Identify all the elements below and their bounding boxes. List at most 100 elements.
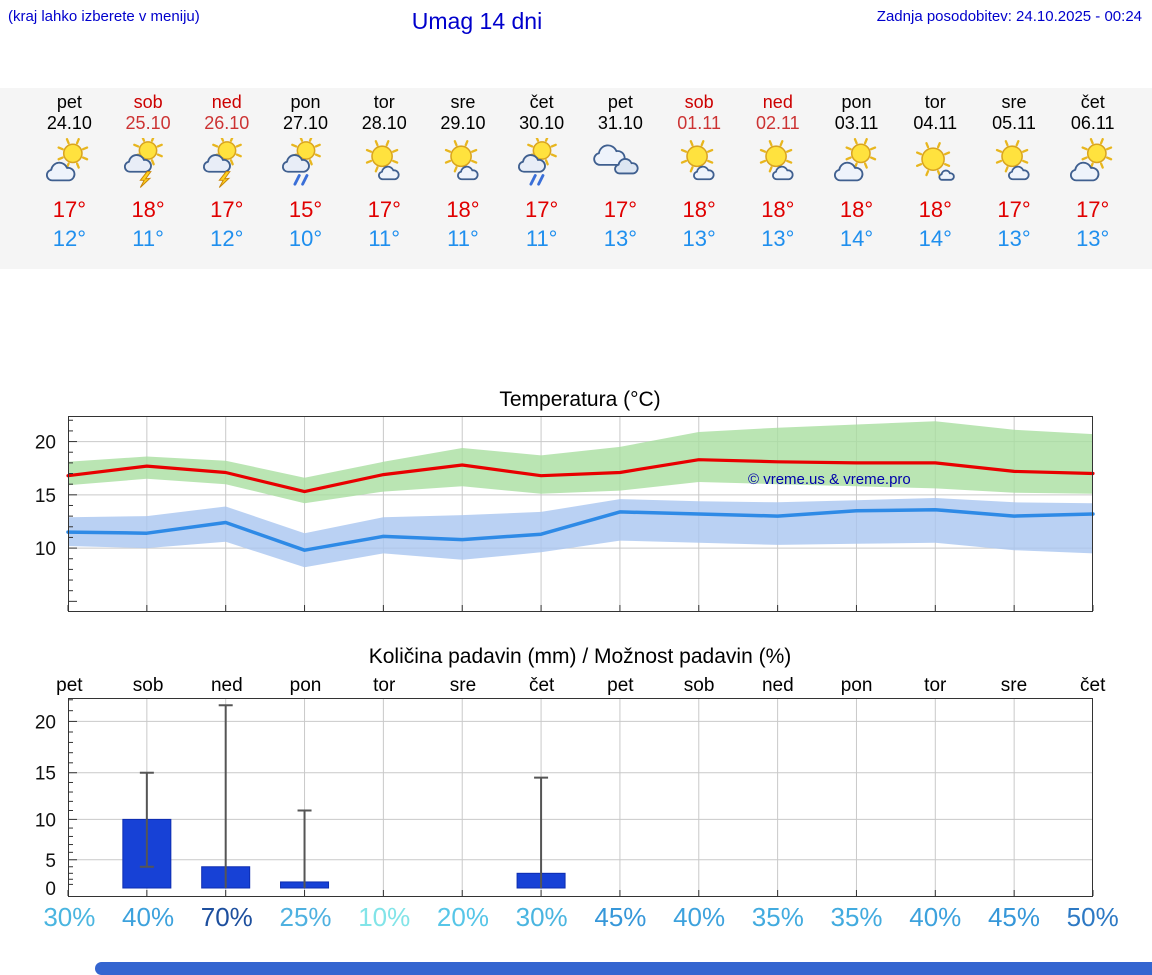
sun-cloud-icon [1062,138,1124,188]
day-name: sob [133,92,163,112]
day-low-temp: 14° [839,226,874,251]
day-low-temp: 13° [997,226,1031,251]
forecast-day: pon 03.11 18° 14° [817,88,896,269]
day-date: 26.10 [204,113,250,133]
forecast-day: tor 28.10 17° 11° [345,88,424,269]
temp-axis-label: 10 [35,539,56,560]
precip-day-label: ned [210,675,243,696]
day-date: 24.10 [46,113,92,133]
footer-blue-bar [95,962,1152,975]
day-date: 25.10 [125,113,171,133]
day-name: čet [1080,92,1105,112]
forecast-day: čet 06.11 17° 13° [1053,88,1132,269]
day-low-temp: 13° [603,226,638,251]
day-high-temp: 18° [761,197,795,222]
precip-day-label: sre [1000,675,1028,696]
day-name: pet [56,92,82,112]
day-date: 31.10 [597,113,643,133]
precip-day-label: ned [761,675,794,696]
precipitation-chart: 0 5 10 15 20 [35,698,1094,900]
day-low-temp: 12° [210,226,244,251]
day-date: 27.10 [282,113,329,133]
forecast-day: pet 24.10 17° 12° [30,88,109,269]
precip-probability: 40% [673,902,726,932]
precip-chart-title: Količina padavin (mm) / Možnost padavin … [368,645,792,668]
precip-day-label: sob [132,675,164,696]
precip-day-label: čet [1080,675,1106,696]
sun-small-cloud-icon [432,138,494,188]
day-high-temp: 17° [997,197,1031,222]
precip-day-label: čet [528,675,555,696]
precip-day-label: tor [373,675,396,696]
day-date: 29.10 [440,113,486,133]
precip-probability: 45% [594,902,647,932]
precip-probability: 70% [200,902,253,932]
precip-axis-label: 10 [35,810,56,831]
day-high-temp: 17° [1076,197,1110,222]
day-high-temp: 17° [52,197,86,222]
precip-day-label: pon [289,675,322,696]
day-high-temp: 17° [367,197,401,222]
day-name: pon [290,92,321,112]
clouds-icon [589,138,651,188]
precip-day-label: tor [924,675,947,696]
rain-icon [275,135,337,188]
sun-icon [904,138,966,188]
forecast-day: sre 29.10 18° 11° [424,88,503,269]
precip-day-labels: pet sob ned pon tor sre čet pet sob ned pon tor sre č… [0,675,1152,697]
sun-small-cloud-icon [668,138,730,188]
thunder-icon [117,135,179,188]
sun-small-cloud-icon [983,138,1045,188]
precip-probability: 50% [1066,902,1119,932]
precip-probability: 25% [279,902,332,932]
day-date: 06.11 [1070,113,1115,133]
precip-probability: 35% [830,902,883,932]
day-low-temp: 13° [1076,226,1110,251]
menu-hint: (kraj lahko izberete v meniju) [8,8,200,25]
day-name: pet [607,92,633,112]
day-high-temp: 17° [210,197,244,222]
day-low-temp: 11° [447,226,479,251]
forecast-day: ned 26.10 17° 12° [187,88,266,269]
day-low-temp: 11° [132,226,164,251]
sun-small-cloud-icon [747,138,809,188]
day-high-temp: 18° [839,197,874,222]
precip-axis-label: 20 [35,712,56,733]
temp-axis-label: 20 [35,433,56,454]
day-name: čet [529,92,554,112]
precip-probability: 30% [43,902,96,932]
day-low-temp: 10° [288,226,323,251]
day-name: ned [762,92,793,112]
watermark: © vreme.us & vreme.pro [748,471,911,488]
last-update: Zadnja posodobitev: 24.10.2025 - 00:24 [876,8,1142,25]
day-high-temp: 18° [682,197,716,222]
precip-probability-row: 30% 40% 70% 25% 10% 20% 30% 45% 40% 35% 35% 40% 45% 5… [0,902,1152,933]
day-low-temp: 11° [525,226,558,251]
day-name: pon [841,92,872,112]
forecast-day: sob 01.11 18° 13° [660,88,739,269]
forecast-day: sob 25.10 18° 11° [109,88,188,269]
day-low-temp: 13° [761,226,795,251]
day-high-temp: 18° [131,197,165,222]
precip-probability: 40% [122,902,175,932]
day-name: tor [373,92,395,112]
precip-day-label: sob [683,675,715,696]
day-date: 05.11 [992,113,1036,133]
precip-day-label: pon [840,675,873,696]
precip-day-label: pet [607,675,634,696]
day-low-temp: 14° [918,226,952,251]
temp-axis-label: 15 [35,486,56,507]
rain-icon [511,135,573,188]
sun-cloud-icon [38,138,100,188]
precip-probability: 10% [358,902,411,932]
forecast-day: čet 30.10 17° 11° [502,88,581,269]
precip-axis-label: 0 [45,879,56,900]
forecast-day: ned 02.11 18° 13° [738,88,817,269]
precip-axis-label: 5 [45,851,56,872]
day-high-temp: 18° [446,197,480,222]
sun-small-cloud-icon [353,138,415,188]
day-low-temp: 11° [368,226,401,251]
thunder-icon [196,135,258,188]
forecast-day: sre 05.11 17° 13° [975,88,1054,269]
